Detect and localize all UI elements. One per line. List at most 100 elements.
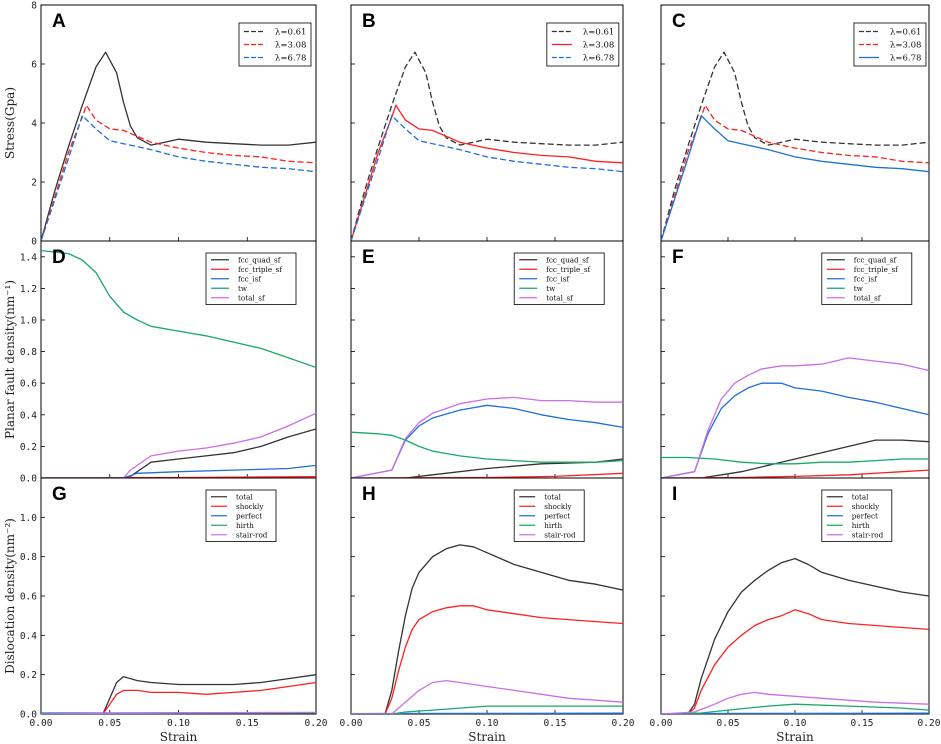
legend-label: fcc_quad_sf bbox=[238, 255, 282, 264]
y-tick-label: 0.6 bbox=[20, 592, 37, 603]
series-line-shockly bbox=[351, 605, 623, 714]
y-tick-label: 0 bbox=[31, 237, 37, 248]
stress-ylabel: Stress(Gpa) bbox=[3, 87, 17, 159]
series-line-λ=0.61 bbox=[351, 51, 623, 241]
legend: fcc_quad_sffcc_triple_sffcc_isftwtotal_s… bbox=[821, 252, 913, 305]
panel-H: 0.00 0.05 0.10 0.15 0.20 Strain H totalshocklyp… bbox=[340, 477, 635, 744]
series-line-hirth bbox=[351, 705, 623, 714]
legend-label: λ=3.08 bbox=[275, 40, 306, 50]
x-tick-label: 0.10 bbox=[167, 718, 190, 729]
series-line-λ=0.61 bbox=[661, 51, 929, 241]
y-tick-label: 0.2 bbox=[20, 442, 37, 453]
legend-label: perfect bbox=[852, 511, 878, 520]
series-group bbox=[661, 357, 929, 478]
panel-label: F bbox=[672, 247, 684, 268]
panel-label: A bbox=[52, 11, 66, 32]
legend-label: fcc_quad_sf bbox=[854, 255, 898, 264]
legend-label: fcc_quad_sf bbox=[546, 255, 590, 264]
series-line-fcc_isf bbox=[661, 382, 929, 478]
x-tick-label: 0.05 bbox=[98, 718, 121, 729]
series-line-λ=3.08 bbox=[351, 104, 623, 241]
y-tick-label: 1.4 bbox=[20, 252, 37, 263]
legend-label: total bbox=[852, 492, 869, 501]
legend-label: perfect bbox=[236, 511, 262, 520]
series-line-total bbox=[41, 674, 316, 714]
y-tick-label: 6 bbox=[31, 60, 37, 71]
series-line-stair-rod bbox=[661, 691, 929, 714]
legend-label: hirth bbox=[852, 521, 870, 530]
series-line-stair-rod bbox=[41, 711, 316, 714]
legend-label: hirth bbox=[236, 521, 254, 530]
legend: λ=0.61 λ=3.08 λ=6.78 bbox=[546, 22, 620, 67]
y-tick-label: 1.0 bbox=[20, 513, 37, 524]
series-line-hirth bbox=[661, 703, 929, 714]
legend-label: stair-rod bbox=[852, 530, 884, 539]
x-tick-label: 0.00 bbox=[340, 718, 363, 729]
series-line-λ=6.78 bbox=[661, 114, 929, 241]
legend-label: fcc_isf bbox=[238, 274, 262, 283]
series-line-λ=3.08 bbox=[41, 104, 316, 241]
legend-label: shockly bbox=[852, 502, 880, 511]
y-tick-label: 0.0 bbox=[20, 474, 37, 485]
x-axis-label: Strain bbox=[468, 730, 506, 744]
panel-label: H bbox=[362, 484, 376, 505]
legend-label: stair-rod bbox=[544, 530, 576, 539]
series-line-fcc_isf bbox=[351, 404, 623, 478]
x-tick-label: 0.00 bbox=[650, 718, 673, 729]
series-line-λ=6.78 bbox=[351, 114, 623, 241]
x-tick-label: 0.20 bbox=[612, 718, 635, 729]
legend-label: fcc_triple_sf bbox=[238, 265, 283, 274]
series-line-stair-rod bbox=[351, 679, 623, 714]
legend-label: total_sf bbox=[854, 293, 882, 302]
x-tick-label: 0.15 bbox=[236, 718, 259, 729]
x-tick-label: 0.00 bbox=[30, 718, 53, 729]
legend: λ=0.61 λ=3.08 λ=6.78 bbox=[238, 22, 312, 67]
y-tick-label: 2 bbox=[31, 178, 37, 189]
series-line-fcc_isf bbox=[41, 464, 316, 478]
x-tick-label: 0.05 bbox=[408, 718, 431, 729]
y-tick-label: 0.2 bbox=[20, 670, 37, 681]
series-line-λ=6.78 bbox=[41, 114, 316, 241]
legend-label: λ=0.61 bbox=[890, 27, 921, 37]
series-line-tw bbox=[41, 249, 316, 369]
y-tick-label: 1.2 bbox=[20, 284, 37, 295]
legend-label: λ=3.08 bbox=[890, 40, 921, 50]
legend-label: fcc_triple_sf bbox=[546, 265, 591, 274]
panel-G: 0.0 0.2 0.4 0.6 0.8 1.0 0.00 0.05 0.10 0.15 0.20 St… bbox=[20, 477, 328, 744]
series-group bbox=[41, 674, 316, 714]
series-line-total bbox=[351, 544, 623, 714]
panel-label: I bbox=[672, 484, 677, 505]
panel-C: Cλ=0.61 λ=3.08 λ=6.78 bbox=[660, 4, 930, 242]
legend-label: λ=0.61 bbox=[583, 27, 614, 37]
legend-label: hirth bbox=[544, 521, 562, 530]
legend-label: tw bbox=[546, 284, 556, 293]
x-tick-label: 0.15 bbox=[544, 718, 567, 729]
x-tick-label: 0.05 bbox=[717, 718, 740, 729]
y-tick-label: 8 bbox=[31, 1, 37, 12]
legend-label: λ=3.08 bbox=[583, 40, 614, 50]
panel-B: Bλ=0.61 λ=3.08 λ=6.78 bbox=[350, 4, 624, 242]
panel-label: D bbox=[52, 247, 66, 268]
dislocation-ylabel: Dislocation density(nm⁻²) bbox=[3, 518, 17, 674]
x-tick-label: 0.20 bbox=[305, 718, 328, 729]
series-group bbox=[351, 51, 623, 241]
legend-label: λ=6.78 bbox=[890, 53, 921, 63]
legend-label: tw bbox=[854, 284, 864, 293]
legend: fcc_quad_sffcc_triple_sffcc_isftwtotal_s… bbox=[205, 252, 297, 305]
x-tick-label: 0.15 bbox=[851, 718, 874, 729]
y-tick-label: 0.0 bbox=[20, 710, 37, 721]
series-group bbox=[351, 396, 623, 478]
x-tick-label: 0.10 bbox=[476, 718, 499, 729]
series-group bbox=[41, 51, 316, 241]
series-line-shockly bbox=[661, 609, 929, 714]
series-line-λ=0.61 bbox=[41, 51, 316, 241]
panel-label: B bbox=[362, 11, 376, 32]
legend-label: λ=0.61 bbox=[275, 27, 306, 37]
y-tick-label: 0.8 bbox=[20, 552, 37, 563]
legend-label: fcc_isf bbox=[854, 274, 878, 283]
